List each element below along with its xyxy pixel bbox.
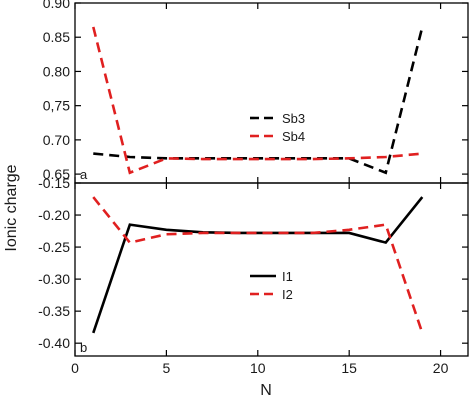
x-tick-label: 0	[71, 360, 79, 376]
panel-a-tag: a	[80, 167, 88, 182]
panel-b: -0.15 -0.20 -0.25 -0.30 -0.35 -0.40 b I1 I2	[38, 175, 469, 357]
panel-a-series-Sb3-line	[93, 26, 424, 175]
panel-b-frame	[74, 182, 469, 357]
panel-b-y-tick-label: -0.25	[38, 239, 70, 255]
x-tick-label: 10	[250, 360, 266, 376]
panel-a-y-tick-label: 0.90	[43, 0, 70, 11]
panel-a-y-tick-label: 0.65	[43, 166, 70, 182]
legend-I2-label: I2	[282, 287, 293, 302]
panel-b-y-tick-label: -0.15	[38, 175, 70, 191]
y-axis-label: Ionic charge	[3, 164, 20, 251]
panel-a-y-tick-label: 0.85	[43, 29, 70, 45]
panel-b-y-tick-label: -0.40	[38, 335, 70, 351]
panel-a-series-Sb4-line	[92, 26, 423, 175]
panel-b-tag: b	[80, 340, 87, 355]
panel-a-y-tick-label: 0.70	[43, 132, 70, 148]
legend-Sb4-label: Sb4	[282, 129, 305, 144]
x-tick-label: 20	[433, 360, 449, 376]
x-tick-label: 5	[162, 360, 170, 376]
x-tick-label: 15	[341, 360, 357, 376]
panel-b-series-I2-line	[92, 196, 424, 334]
panel-a-y-tick-label: 0,75	[43, 98, 70, 114]
legend-Sb3-label: Sb3	[282, 111, 305, 126]
panel-a: 0.90 0.85 0.80 0,75 0.70 0.65 a Sb3 Sb4	[43, 0, 469, 184]
legend-I1-label: I1	[282, 269, 293, 284]
panels-group: 0.90 0.85 0.80 0,75 0.70 0.65 a Sb3 Sb4 -0.15 -0.2…	[38, 0, 469, 376]
panel-a-y-tick-label: 0.80	[43, 63, 70, 79]
panel-b-series-I1-line	[92, 196, 424, 334]
x-axis-label: N	[260, 382, 272, 399]
panel-b-y-tick-label: -0.35	[38, 303, 70, 319]
panel-b-y-tick-label: -0.20	[38, 207, 70, 223]
panel-b-y-tick-label: -0.30	[38, 271, 70, 287]
